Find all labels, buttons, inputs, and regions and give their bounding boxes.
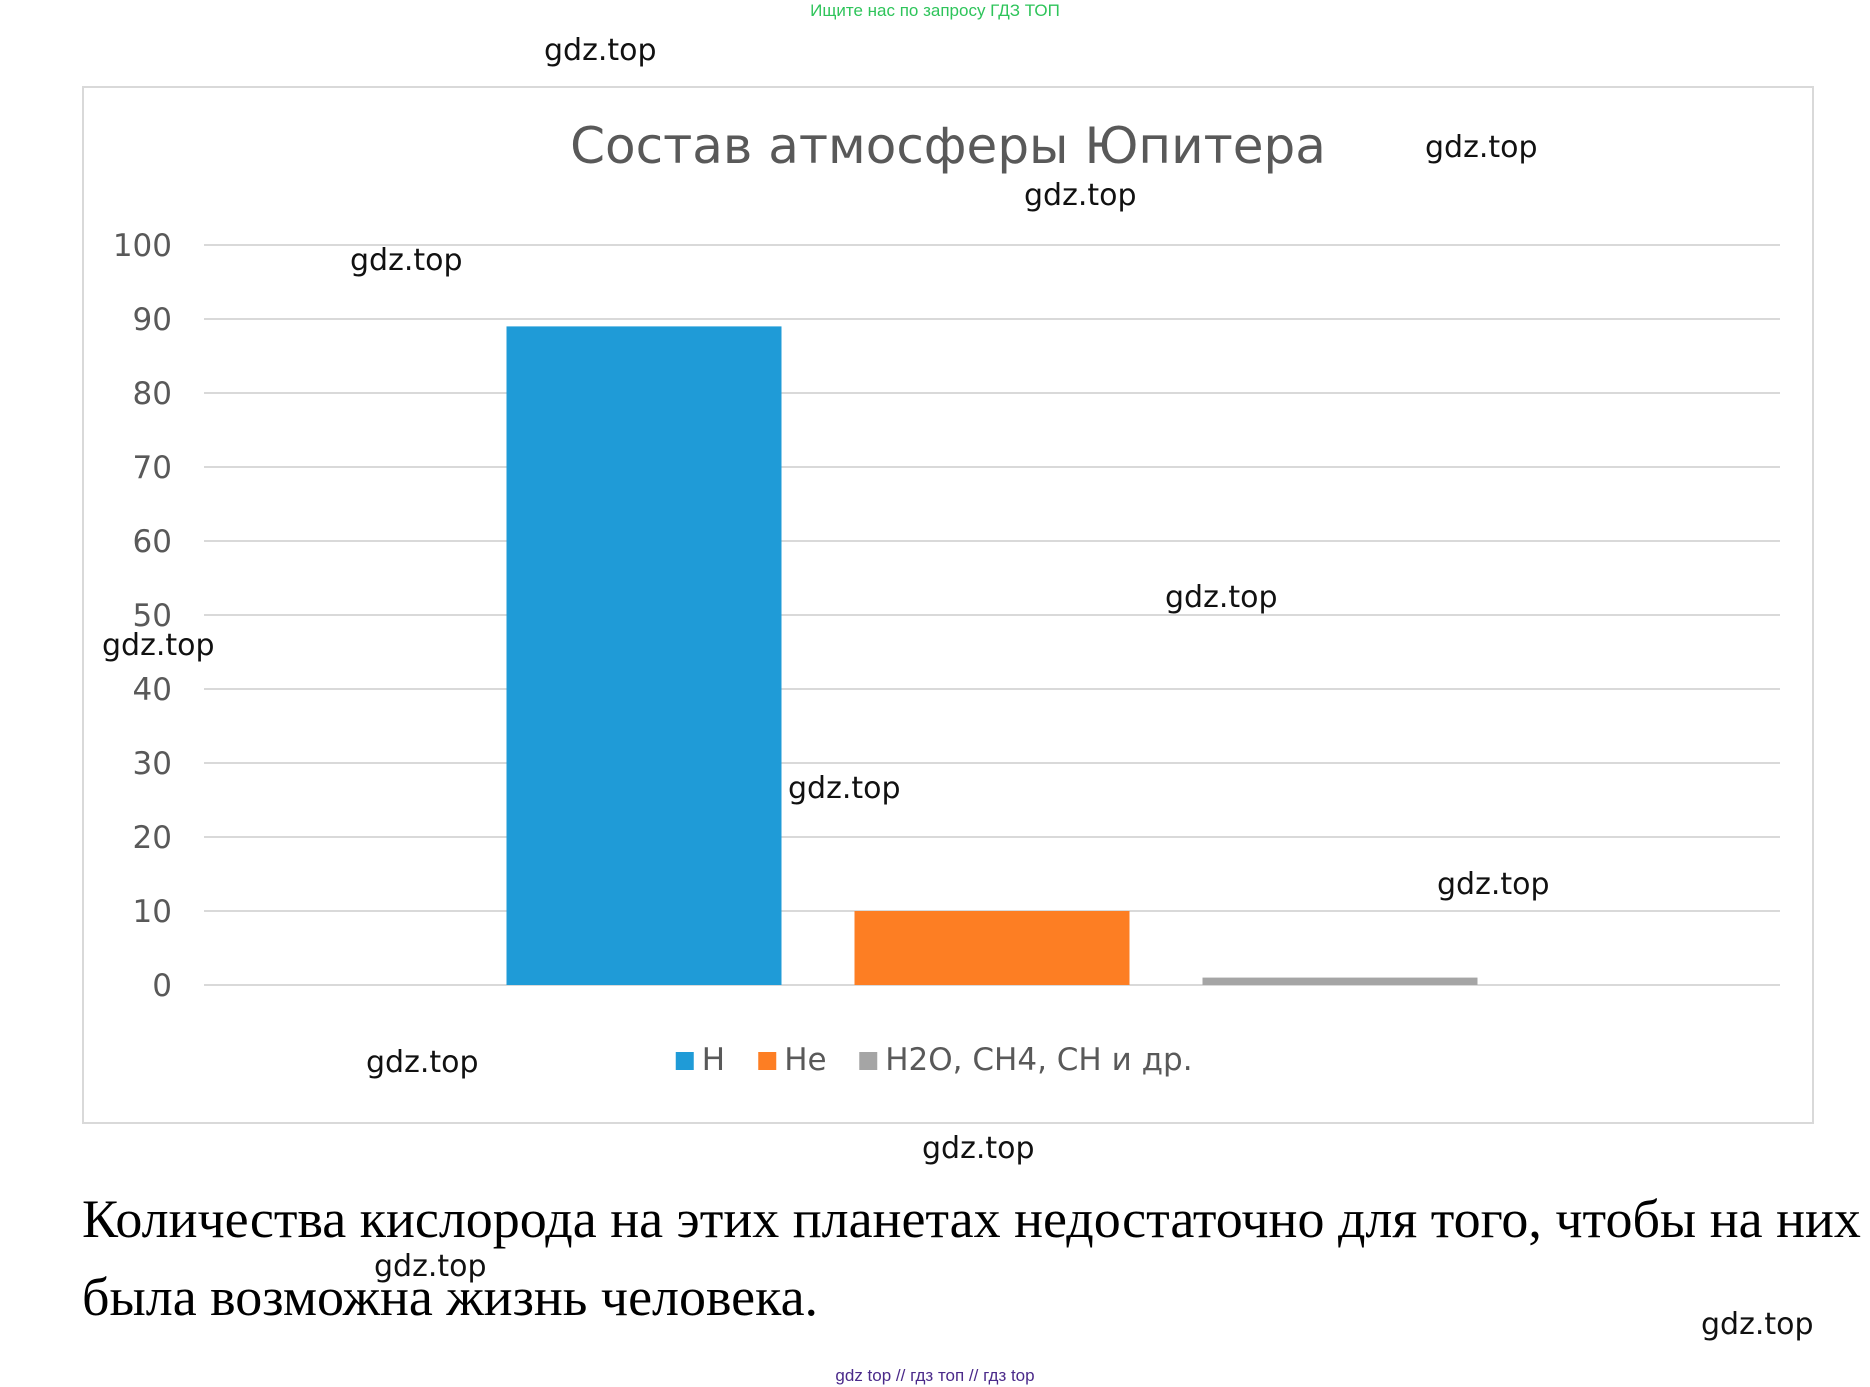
bar-1 [506,326,782,985]
footer-banner: gdz top // гдз топ // гдз top [0,1366,1870,1386]
bar-2 [854,911,1130,985]
chart-container: Состав атмосферы Юпитера 0 10 20 30 40 50 60 70 8… [82,86,1814,1124]
watermark: gdz.top [922,1131,1035,1166]
watermark: gdz.top [374,1249,487,1284]
bar-chart: Состав атмосферы Юпитера 0 10 20 30 40 50 60 70 8… [113,117,1780,1078]
y-tick-label: 70 [133,450,172,486]
y-tick-label: 30 [133,746,172,782]
watermark: gdz.top [1701,1307,1814,1342]
legend-label: H [702,1042,725,1078]
watermark: gdz.top [1165,580,1278,615]
y-tick-label: 50 [133,598,172,634]
y-tick-label: 40 [133,672,172,708]
chart-title: Состав атмосферы Юпитера [570,117,1326,175]
bar-3 [1202,977,1478,985]
watermark: gdz.top [1437,867,1550,902]
watermark: gdz.top [102,628,215,663]
watermark: gdz.top [366,1045,479,1080]
y-tick-label: 10 [133,894,172,930]
legend-swatch [758,1052,777,1070]
search-hint-text: Ищите нас по запросу ГДЗ ТОП [810,1,1060,20]
y-tick-label: 0 [152,968,172,1004]
watermark: gdz.top [1425,130,1538,165]
watermark: gdz.top [788,771,901,806]
y-tick-label: 100 [113,228,172,264]
legend-swatch [859,1052,878,1070]
y-tick-label: 20 [133,820,172,856]
y-tick-label: 80 [133,376,172,412]
watermark: gdz.top [1024,178,1137,213]
search-hint-banner: Ищите нас по запросу ГДЗ ТОП [0,0,1870,22]
footer-text: gdz top // гдз топ // гдз top [835,1366,1035,1385]
y-tick-label: 90 [133,302,172,338]
y-tick-label: 60 [133,524,172,560]
conclusion-text: Количества кислорода на этих планетах не… [82,1189,1861,1327]
legend-label: He [784,1042,826,1078]
legend-label: H2O, CH4, CH и др. [885,1042,1192,1078]
legend-swatch [675,1052,694,1070]
watermark: gdz.top [350,243,463,278]
watermark: gdz.top [544,33,657,68]
